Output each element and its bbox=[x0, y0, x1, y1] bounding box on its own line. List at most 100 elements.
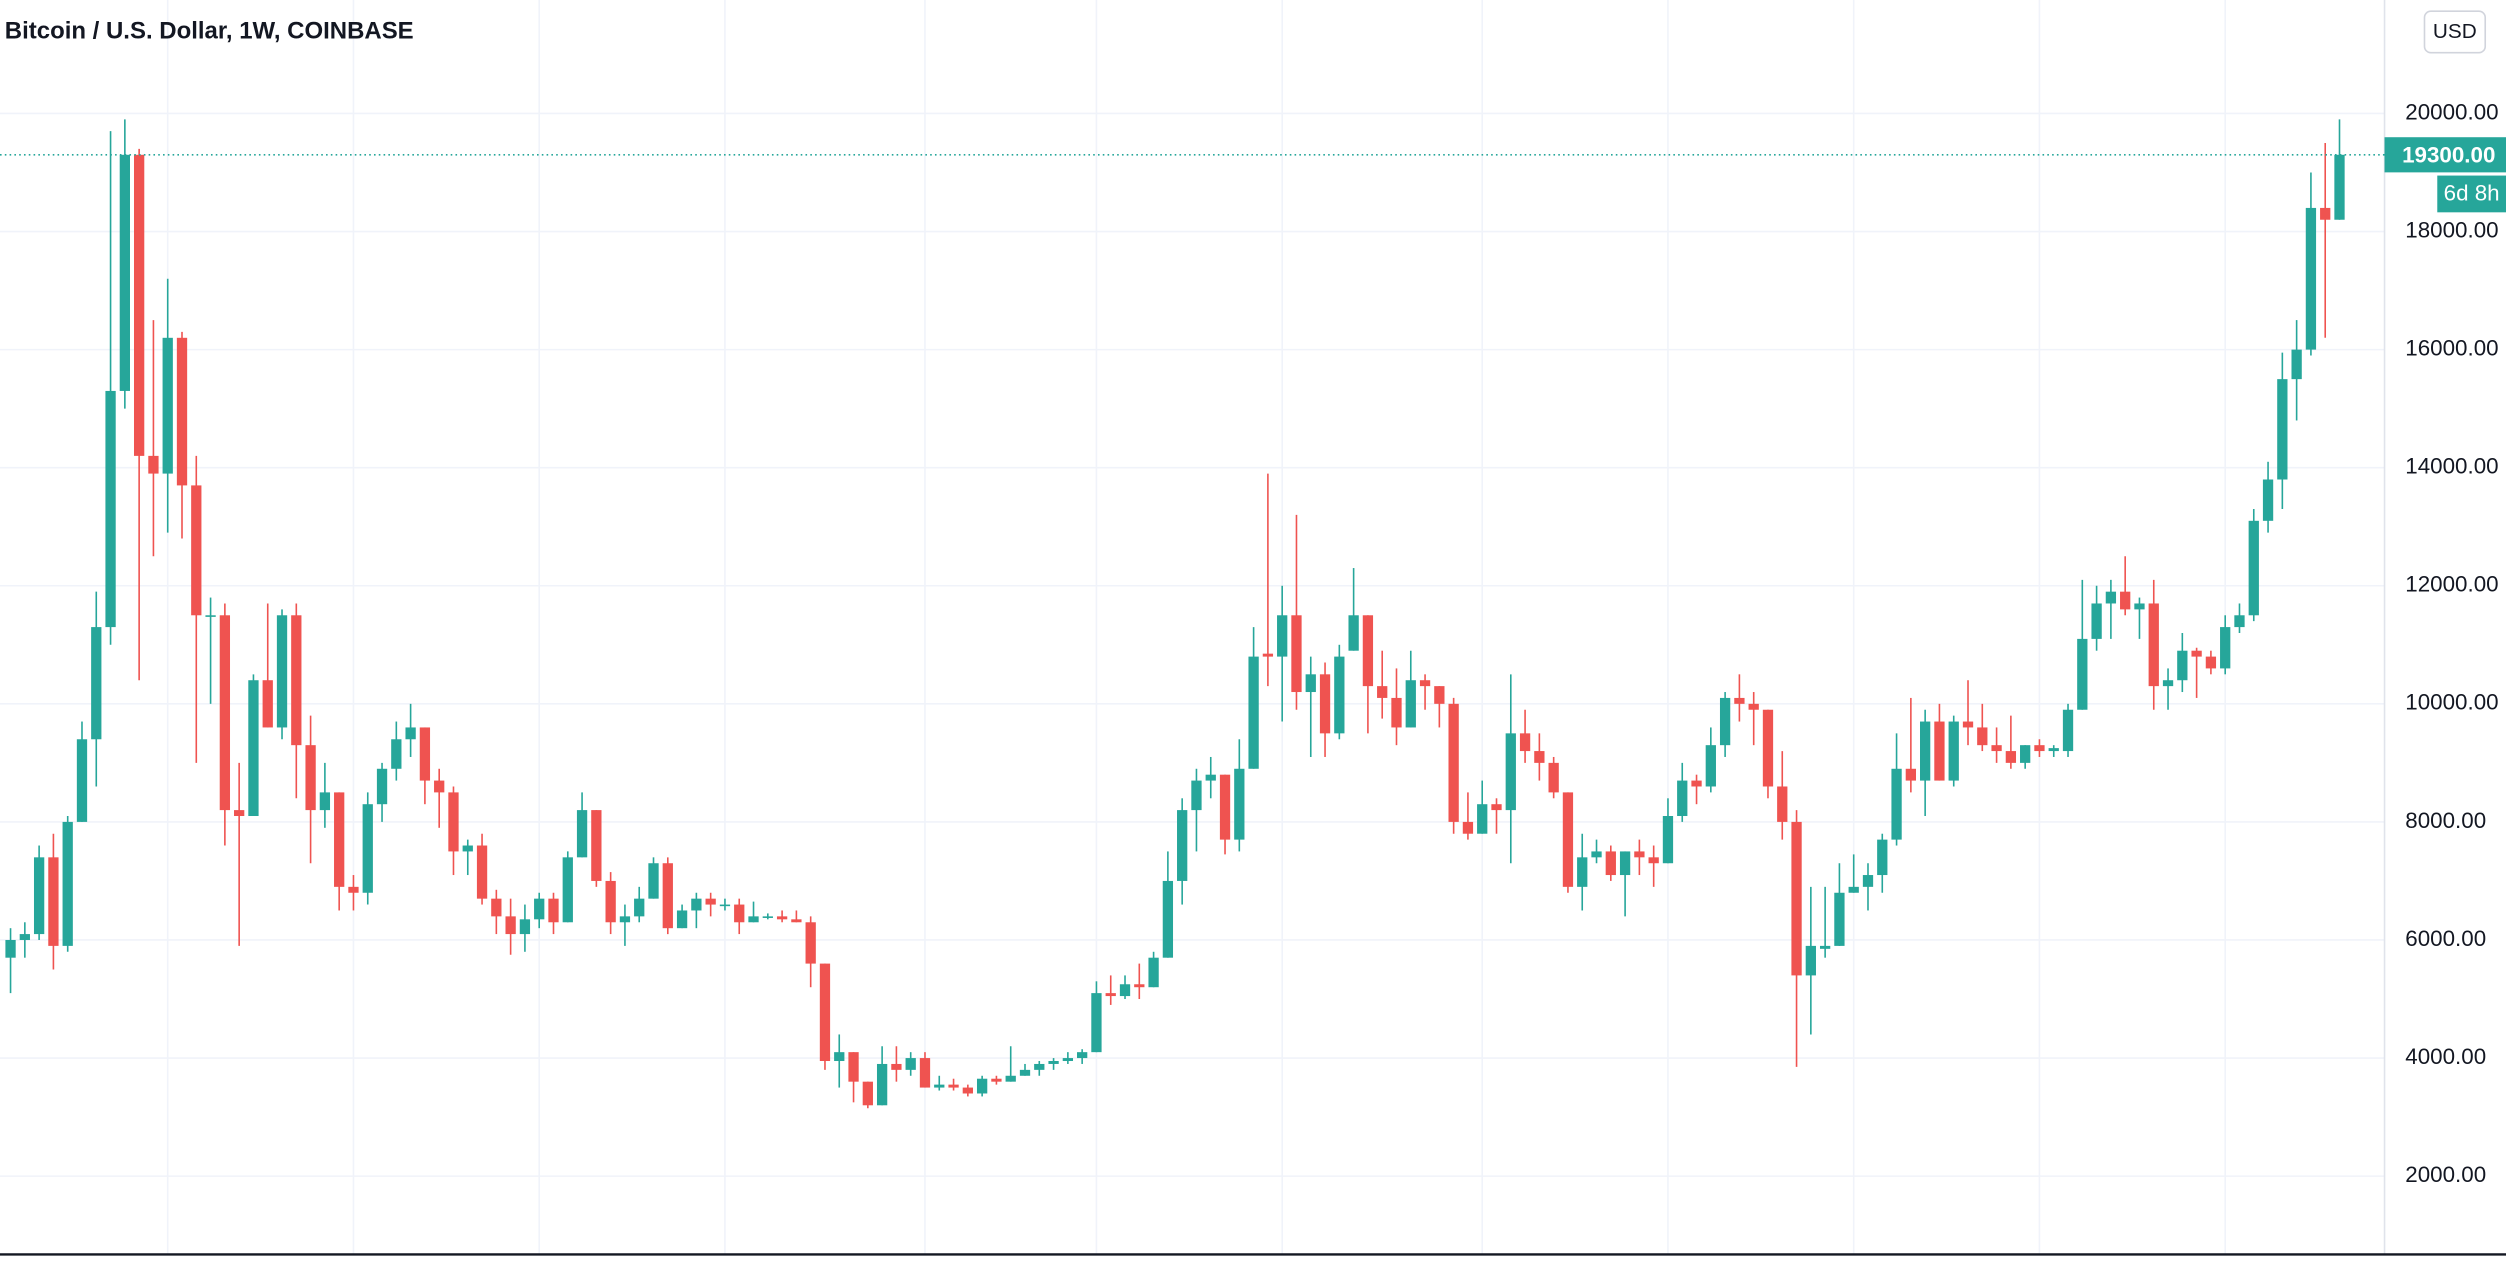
candle-body bbox=[1005, 1075, 1016, 1082]
candle-body bbox=[705, 898, 716, 905]
candle-body bbox=[1491, 804, 1502, 811]
candle-body bbox=[1405, 680, 1416, 728]
candle-body bbox=[1862, 875, 1874, 887]
candle-body bbox=[676, 910, 688, 929]
candle-body bbox=[619, 916, 631, 923]
candle-body bbox=[1891, 768, 1902, 840]
candle-body bbox=[734, 904, 745, 923]
candle-body bbox=[1348, 615, 1359, 651]
candle-body bbox=[2034, 745, 2045, 752]
candle-body bbox=[1834, 892, 1845, 946]
candle-body bbox=[819, 963, 831, 1062]
candle-body bbox=[1562, 792, 1574, 887]
candle-body bbox=[919, 1058, 931, 1088]
candle-body bbox=[534, 898, 545, 920]
candle-body bbox=[1105, 993, 1116, 997]
currency-label[interactable]: USD bbox=[2433, 20, 2477, 43]
candle-body bbox=[762, 916, 773, 918]
candle-body bbox=[462, 845, 473, 852]
candle-body bbox=[2134, 603, 2145, 610]
candle-body bbox=[1991, 745, 2002, 752]
candle-body bbox=[2005, 751, 2017, 763]
candle-body bbox=[2234, 615, 2245, 628]
candle-body bbox=[948, 1084, 959, 1088]
candle-body bbox=[176, 337, 188, 486]
candle-body bbox=[905, 1058, 916, 1070]
candle-body bbox=[576, 810, 588, 858]
candle-body bbox=[376, 768, 388, 805]
candle-body bbox=[1577, 857, 1588, 887]
candle-body bbox=[1134, 984, 1145, 988]
candle-body bbox=[2191, 650, 2202, 657]
candle-body bbox=[248, 680, 259, 817]
candle-body bbox=[91, 627, 102, 740]
y-tick-label: 12000.00 bbox=[2405, 572, 2498, 597]
candle-body bbox=[962, 1087, 973, 1094]
candle-body bbox=[605, 880, 616, 923]
candle-body bbox=[2120, 591, 2131, 610]
candle-body bbox=[1791, 821, 1802, 976]
candle-body bbox=[348, 886, 359, 893]
candle-body bbox=[2277, 379, 2288, 480]
candle-body bbox=[1762, 709, 1774, 787]
candle-body bbox=[1748, 703, 1759, 710]
candle-body bbox=[305, 745, 316, 811]
candle-body bbox=[934, 1084, 945, 1088]
candles bbox=[5, 119, 2345, 1109]
candle-body bbox=[334, 792, 345, 887]
candle-body bbox=[76, 739, 88, 822]
y-tick-label: 10000.00 bbox=[2405, 690, 2498, 715]
candle-body bbox=[1962, 721, 1974, 728]
candle-body bbox=[2220, 627, 2231, 669]
candle-body bbox=[648, 863, 659, 899]
candle-body bbox=[1077, 1052, 1088, 1059]
candle-body bbox=[1391, 697, 1402, 728]
candle-body bbox=[1905, 768, 1917, 781]
candle-body bbox=[291, 615, 302, 746]
candle-body bbox=[834, 1052, 845, 1062]
candle-body bbox=[1605, 851, 1616, 876]
candle-body bbox=[1734, 697, 1745, 704]
candle-body bbox=[1362, 615, 1374, 687]
last-price-box bbox=[2384, 137, 2506, 173]
candle-body bbox=[1777, 786, 1788, 822]
candle-body bbox=[1377, 686, 1388, 698]
candle-body bbox=[1619, 851, 1631, 876]
candle-body bbox=[2105, 591, 2117, 604]
candle-body bbox=[1334, 656, 1345, 734]
candle-body bbox=[276, 615, 288, 728]
candle-body bbox=[48, 857, 59, 946]
candle-body bbox=[2320, 207, 2331, 220]
candle-body bbox=[1948, 721, 1959, 781]
candle-body bbox=[862, 1081, 873, 1106]
y-tick-label: 20000.00 bbox=[2405, 99, 2498, 124]
candle-body bbox=[205, 615, 216, 617]
candle-body bbox=[805, 922, 816, 964]
y-tick-label: 14000.00 bbox=[2405, 454, 2498, 479]
currency-button[interactable] bbox=[2423, 10, 2487, 54]
candle-body bbox=[1177, 810, 1188, 881]
candle-body bbox=[1248, 656, 1259, 769]
candle-body bbox=[105, 390, 116, 628]
candle-body bbox=[5, 939, 16, 958]
candle-body bbox=[1234, 768, 1245, 840]
candle-body bbox=[634, 898, 645, 917]
candle-body bbox=[548, 898, 559, 923]
candle-body bbox=[1148, 957, 1159, 988]
overlay: 2000.00 4000.00 6000.00 8000.00 10000.00 1200… bbox=[0, 99, 2506, 1187]
candle-body bbox=[133, 154, 145, 456]
candle-body bbox=[1277, 615, 1288, 657]
candle-body bbox=[119, 154, 130, 391]
candle-body bbox=[776, 916, 788, 920]
candle-body bbox=[191, 485, 202, 616]
candle-body bbox=[2248, 520, 2259, 616]
y-tick-label: 4000.00 bbox=[2405, 1044, 2486, 1069]
countdown-label: 6d 8h bbox=[2444, 181, 2500, 206]
candle-body bbox=[1805, 945, 1816, 976]
candle-body bbox=[1434, 686, 1445, 704]
candle-body bbox=[691, 898, 702, 911]
candle-body bbox=[2162, 680, 2174, 687]
candle-body bbox=[1934, 721, 1945, 781]
candle-body bbox=[876, 1063, 888, 1106]
